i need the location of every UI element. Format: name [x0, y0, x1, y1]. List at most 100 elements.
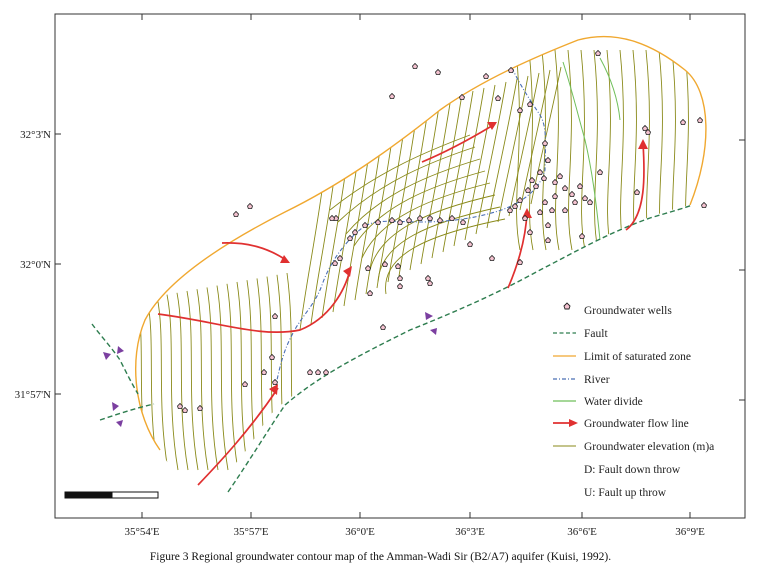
x-tick-label: 36°9'E — [675, 526, 705, 538]
well-marker — [549, 206, 555, 213]
well-marker — [495, 94, 501, 101]
well-marker — [460, 218, 466, 225]
well-marker — [247, 202, 253, 209]
well-marker — [459, 93, 465, 100]
contour-line — [593, 49, 599, 251]
legend: Groundwater wells Fault Limit of saturat… — [553, 302, 714, 499]
well-marker — [562, 206, 568, 213]
legend-item-wells: Groundwater wells — [563, 302, 672, 317]
fault-throw-markers — [103, 312, 437, 427]
well-marker — [365, 264, 371, 271]
contour-line — [345, 158, 481, 235]
contour-line — [658, 49, 664, 251]
well-marker — [545, 236, 551, 243]
well-marker — [389, 92, 395, 99]
throw-marker — [116, 420, 123, 427]
contour-line — [377, 206, 501, 283]
well-marker — [197, 404, 203, 411]
contour-line — [216, 285, 229, 471]
contour-line — [337, 146, 476, 223]
contour-line — [541, 49, 547, 251]
contour-line — [528, 49, 534, 251]
contour-line — [361, 182, 491, 259]
well-marker — [437, 216, 443, 223]
well-marker — [435, 68, 441, 75]
well-marker — [427, 214, 433, 221]
well-marker — [595, 49, 601, 56]
well-marker — [233, 210, 239, 217]
legend-label: U: Fault up throw — [584, 487, 667, 499]
flow-line — [625, 142, 645, 231]
well-marker — [545, 221, 551, 228]
legend-well-symbol — [563, 302, 571, 310]
contour-line — [286, 272, 299, 471]
legend-label: D: Fault down throw — [584, 464, 681, 476]
saturated-zone-limit — [135, 35, 707, 451]
flow-arrowhead — [343, 266, 352, 277]
water-divide-line — [562, 61, 601, 241]
well-marker — [529, 176, 535, 183]
x-tick-label: 36°0'E — [345, 526, 375, 538]
well-marker — [579, 232, 585, 239]
well-marker — [557, 172, 563, 179]
contour-line — [645, 49, 651, 251]
well-marker — [323, 368, 329, 375]
contour-line — [486, 78, 518, 229]
contour-line — [475, 81, 507, 235]
well-marker — [522, 214, 528, 221]
legend-label: Groundwater flow line — [584, 418, 689, 430]
fault-west-2 — [99, 403, 155, 421]
legend-label: Groundwater elevation (m)a — [584, 441, 714, 453]
well-marker — [242, 380, 248, 387]
well-marker — [577, 182, 583, 189]
x-tick-label: 36°3'E — [455, 526, 485, 538]
well-marker — [269, 353, 275, 360]
contour-line — [671, 49, 677, 251]
well-marker — [397, 274, 403, 281]
contour-line — [442, 90, 474, 253]
contour-line — [398, 102, 430, 277]
well-marker — [406, 216, 412, 223]
flow-line — [507, 211, 528, 289]
frame-ticks — [55, 14, 745, 518]
contour-line — [497, 75, 529, 223]
well-marker — [634, 188, 640, 195]
well-marker — [545, 156, 551, 163]
well-marker — [272, 312, 278, 319]
well-marker — [517, 196, 523, 203]
legend-label: Fault — [584, 328, 608, 340]
well-marker — [582, 194, 588, 201]
well-marker — [542, 198, 548, 205]
main-fault — [227, 204, 693, 493]
well-marker — [512, 202, 518, 209]
legend-label: Water divide — [584, 396, 643, 408]
well-marker — [483, 72, 489, 79]
well-marker — [307, 368, 313, 375]
flow-arrowhead — [269, 384, 278, 395]
well-marker — [397, 282, 403, 289]
y-tick-label: 32°3'N — [20, 129, 51, 141]
contour-line — [266, 276, 279, 471]
flow-line — [157, 269, 351, 333]
well-marker — [507, 206, 513, 213]
well-marker — [382, 260, 388, 267]
well-marker — [412, 62, 418, 69]
contour-line — [186, 290, 199, 471]
well-marker — [347, 234, 353, 241]
figure-caption: Figure 3 Regional groundwater contour ma… — [149, 551, 612, 563]
throw-marker — [103, 352, 111, 360]
well-marker — [537, 168, 543, 175]
well-marker — [261, 368, 267, 375]
well-marker — [427, 279, 433, 286]
legend-item-fault: Fault — [553, 328, 608, 340]
contour-line — [554, 49, 560, 251]
contour-line — [431, 93, 463, 259]
water-divides — [562, 57, 621, 241]
flow-arrowhead — [280, 255, 290, 263]
contour-line — [567, 49, 573, 251]
well-marker — [489, 254, 495, 261]
contour-line — [409, 99, 441, 271]
y-tick-label: 32°0'N — [20, 259, 51, 271]
contour-line — [515, 49, 521, 251]
